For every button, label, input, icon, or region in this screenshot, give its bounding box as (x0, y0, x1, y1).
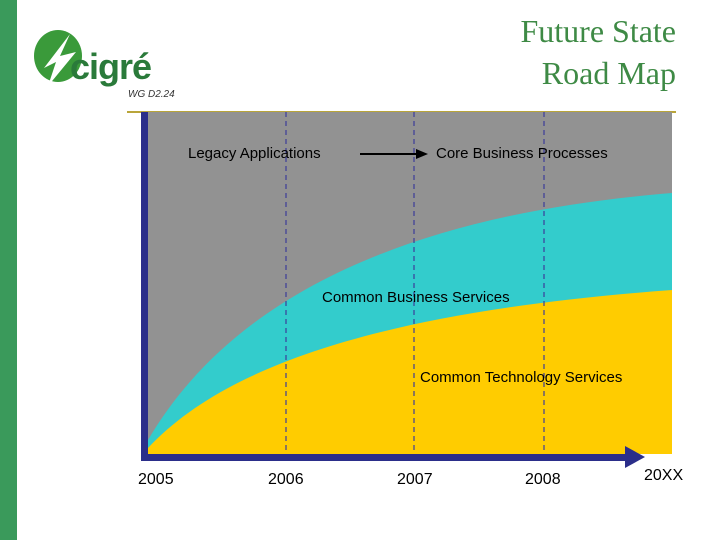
logo-wordmark: cigré (70, 46, 152, 87)
left-accent-bar (0, 0, 17, 540)
horizontal-axis (141, 454, 625, 461)
core-business-processes-label: Core Business Processes (436, 145, 608, 162)
technology-services-region (148, 290, 672, 454)
cigre-logo-icon (34, 30, 82, 86)
year-label-2006: 2006 (268, 471, 304, 488)
title-line-1: Future State (520, 13, 676, 49)
working-group-label: WG D2.24 (128, 89, 175, 100)
year-gridlines (285, 112, 545, 454)
cigre-logo (30, 26, 150, 96)
year-label-2008: 2008 (525, 471, 561, 488)
legacy-applications-label: Legacy Applications (188, 145, 321, 162)
vertical-axis (141, 112, 148, 460)
transition-arrowhead (416, 149, 428, 159)
year-label-future: 20XX (644, 467, 684, 484)
page-title: Future State Road Map (520, 10, 676, 94)
horizontal-axis-arrowhead (625, 446, 645, 468)
common-business-services-label: Common Business Services (322, 289, 510, 306)
year-label-2005: 2005 (138, 471, 174, 488)
title-line-2: Road Map (541, 55, 676, 91)
year-label-2007: 2007 (397, 471, 433, 488)
common-technology-services-label: Common Technology Services (420, 369, 623, 386)
